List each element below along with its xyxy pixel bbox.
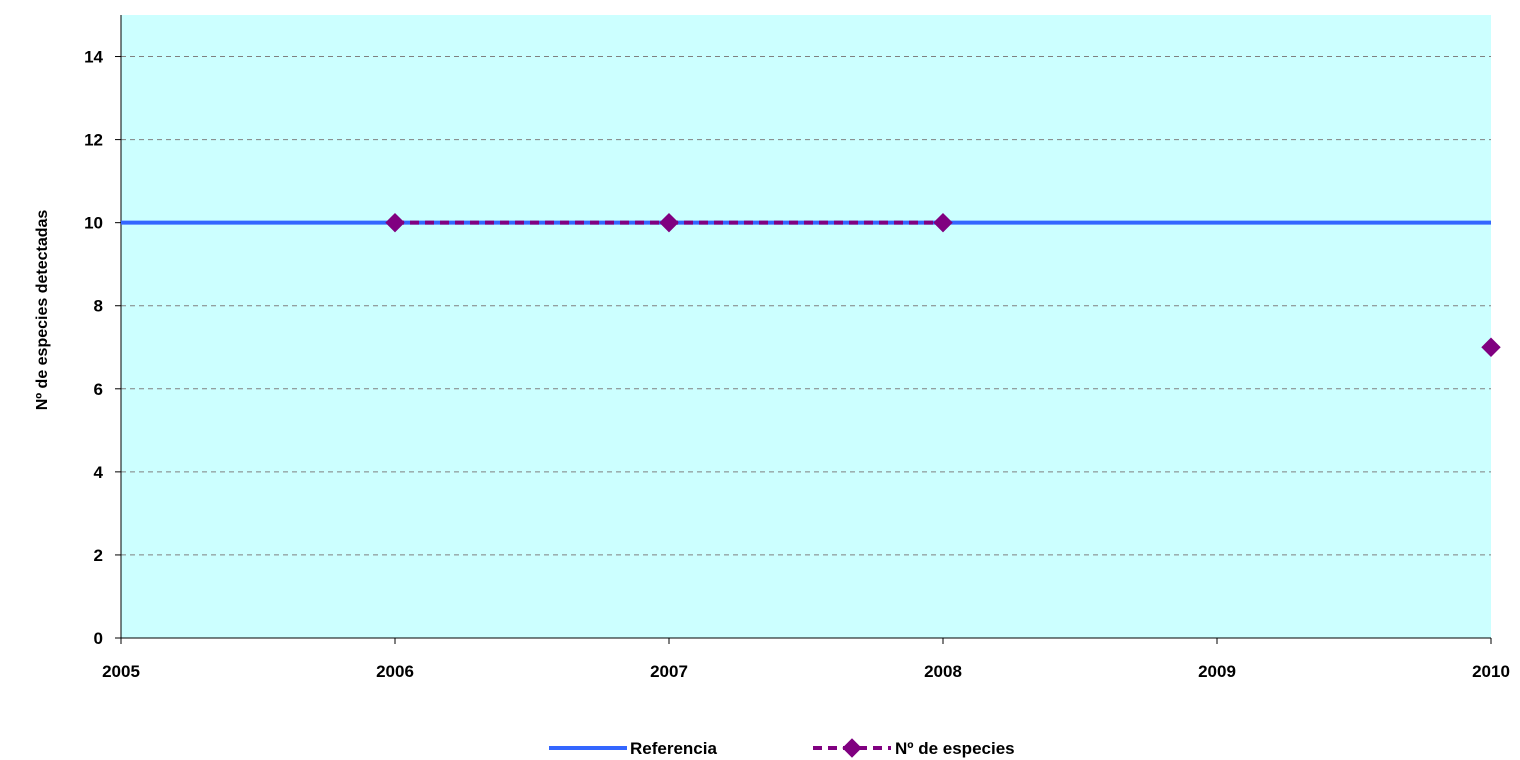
- x-tick-label: 2009: [1198, 662, 1236, 681]
- y-tick-label: 8: [94, 297, 103, 316]
- y-tick-label: 12: [84, 131, 103, 150]
- y-tick-label: 4: [94, 463, 104, 482]
- legend-label: Referencia: [630, 739, 717, 758]
- y-tick-label: 0: [94, 629, 103, 648]
- data-point-marker: [933, 212, 953, 233]
- axes: [115, 15, 1492, 644]
- data-point-marker: [385, 212, 405, 233]
- x-tick-label: 2010: [1472, 662, 1510, 681]
- y-tick-label: 10: [84, 214, 103, 233]
- series: [121, 212, 1501, 357]
- series-group: [385, 212, 1501, 357]
- plot-area: [121, 15, 1491, 638]
- x-tick-label: 2006: [376, 662, 414, 681]
- y-tick-labels: 0 2 4 6 8 10 12 14: [84, 48, 103, 648]
- x-tick-label: 2007: [650, 662, 688, 681]
- legend: Referencia Nº de especies: [549, 738, 1015, 758]
- y-tick-label: 14: [84, 48, 103, 67]
- legend-label: Nº de especies: [895, 739, 1015, 758]
- y-tick-label: 6: [94, 380, 103, 399]
- y-axis-title: Nº de especies detectadas: [34, 210, 51, 411]
- legend-swatch-marker: [842, 738, 862, 758]
- x-tick-labels: 2005 2006 2007 2008 2009 2010: [102, 662, 1510, 681]
- data-point-marker: [659, 212, 679, 233]
- y-tick-label: 2: [94, 546, 103, 565]
- data-point-marker: [1481, 337, 1501, 357]
- x-tick-label: 2005: [102, 662, 140, 681]
- x-tick-label: 2008: [924, 662, 962, 681]
